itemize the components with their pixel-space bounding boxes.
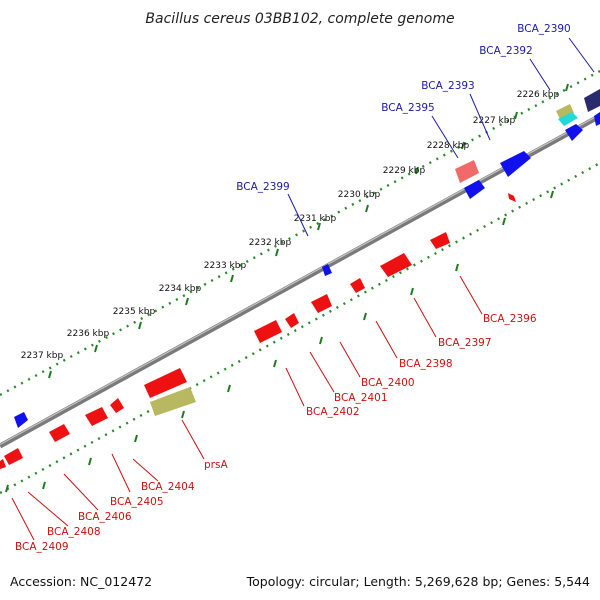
- gene-label-bca-2396[interactable]: BCA_2396: [483, 313, 537, 325]
- gene-label-prsA[interactable]: prsA: [204, 459, 228, 471]
- gene-label-bca-2392[interactable]: BCA_2392: [479, 45, 533, 57]
- reverse-gene-bca-2400[interactable]: [311, 294, 332, 313]
- gene-label-bca-2395[interactable]: BCA_2395: [381, 102, 435, 114]
- forward-gene-bca-2392[interactable]: [558, 112, 578, 126]
- forward-gene-bca-2390[interactable]: [584, 89, 600, 112]
- reverse-gene-bca-2402[interactable]: [254, 320, 282, 343]
- gene-label-bca-2397[interactable]: BCA_2397: [438, 337, 492, 349]
- kbp-label-2236: 2236 kbp: [67, 329, 110, 339]
- kbp-label-2227: 2227 kbp: [473, 116, 516, 126]
- gene-label-bca-2402[interactable]: BCA_2402: [306, 406, 360, 418]
- gene-label-bca-2398[interactable]: BCA_2398: [399, 358, 453, 370]
- gene-label-bca-2408[interactable]: BCA_2408: [47, 526, 101, 538]
- reverse-gene-bca-2408[interactable]: [4, 448, 23, 465]
- inner-major-ticks: [5, 190, 554, 493]
- kbp-label-2233: 2233 kbp: [204, 261, 247, 271]
- gene-label-bca-2406[interactable]: BCA_2406: [78, 511, 132, 523]
- kbp-label-2230: 2230 kbp: [338, 190, 381, 200]
- reverse-gene-bca-2397[interactable]: [380, 253, 412, 277]
- gene-label-bca-2405[interactable]: BCA_2405: [110, 496, 164, 508]
- forward-gene-bca-2398f[interactable]: [508, 193, 516, 202]
- outer-tick-track: [0, 69, 600, 397]
- kbp-label-2231: 2231 kbp: [294, 214, 337, 224]
- reverse-gene-prsA[interactable]: [150, 387, 196, 416]
- genome-summary: Topology: circular; Length: 5,269,628 bp…: [246, 574, 590, 589]
- reverse-gene-bca-2398[interactable]: [350, 278, 365, 293]
- forward-gene-bca-2395[interactable]: [455, 160, 479, 183]
- forward-gene-bca-2393[interactable]: [565, 124, 583, 141]
- reverse-callout-lines: [11, 275, 483, 541]
- kbp-label-2232: 2232 kbp: [249, 238, 292, 248]
- reverse-gene-bca-2405[interactable]: [85, 407, 108, 426]
- forward-callout-lines: [287, 37, 595, 237]
- forward-gene-bca-2392-cap[interactable]: [556, 104, 574, 119]
- gene-label-bca-2390[interactable]: BCA_2390: [517, 23, 571, 35]
- forward-gene-bca-2410[interactable]: [14, 412, 28, 428]
- kbp-label-2237: 2237 kbp: [21, 351, 64, 361]
- gene-label-bca-2409[interactable]: BCA_2409: [15, 541, 69, 553]
- reverse-gene-bca-2406[interactable]: [49, 424, 70, 442]
- outer-major-ticks: [48, 83, 569, 379]
- genome-backbone-highlight: [0, 113, 600, 446]
- forward-gene-bca-2399[interactable]: [322, 264, 332, 276]
- gene-label-bca-2401[interactable]: BCA_2401: [334, 392, 388, 404]
- forward-gene-bca-2389[interactable]: [594, 112, 600, 126]
- forward-gene-bca-2394[interactable]: [500, 151, 531, 177]
- genome-backbone: [0, 113, 600, 449]
- reverse-gene-bca-2403[interactable]: [144, 368, 187, 398]
- accession-label: Accession: NC_012472: [10, 574, 152, 589]
- gene-label-bca-2400[interactable]: BCA_2400: [361, 377, 415, 389]
- reverse-gene-bca-2396[interactable]: [430, 232, 450, 249]
- forward-gene-bca-2397f[interactable]: [464, 180, 485, 199]
- gene-label-bca-2399[interactable]: BCA_2399: [236, 181, 290, 193]
- kbp-label-2229: 2229 kbp: [383, 166, 426, 176]
- reverse-gene-bca-2404[interactable]: [110, 398, 124, 413]
- reverse-strand-genes: [0, 232, 450, 469]
- reverse-gene-bca-2409[interactable]: [0, 459, 6, 469]
- kbp-label-2234: 2234 kbp: [159, 284, 202, 294]
- kbp-label-2235: 2235 kbp: [113, 307, 156, 317]
- kbp-label-2228: 2228 kbp: [427, 141, 470, 151]
- inner-tick-track: [0, 161, 600, 495]
- reverse-gene-bca-2401[interactable]: [285, 313, 299, 328]
- map-title: Bacillus cereus 03BB102, complete genome: [145, 11, 454, 27]
- kbp-label-2226: 2226 kbp: [517, 90, 560, 100]
- gene-label-bca-2393[interactable]: BCA_2393: [421, 80, 475, 92]
- gene-label-bca-2404[interactable]: BCA_2404: [141, 481, 195, 493]
- forward-strand-genes: [14, 89, 600, 428]
